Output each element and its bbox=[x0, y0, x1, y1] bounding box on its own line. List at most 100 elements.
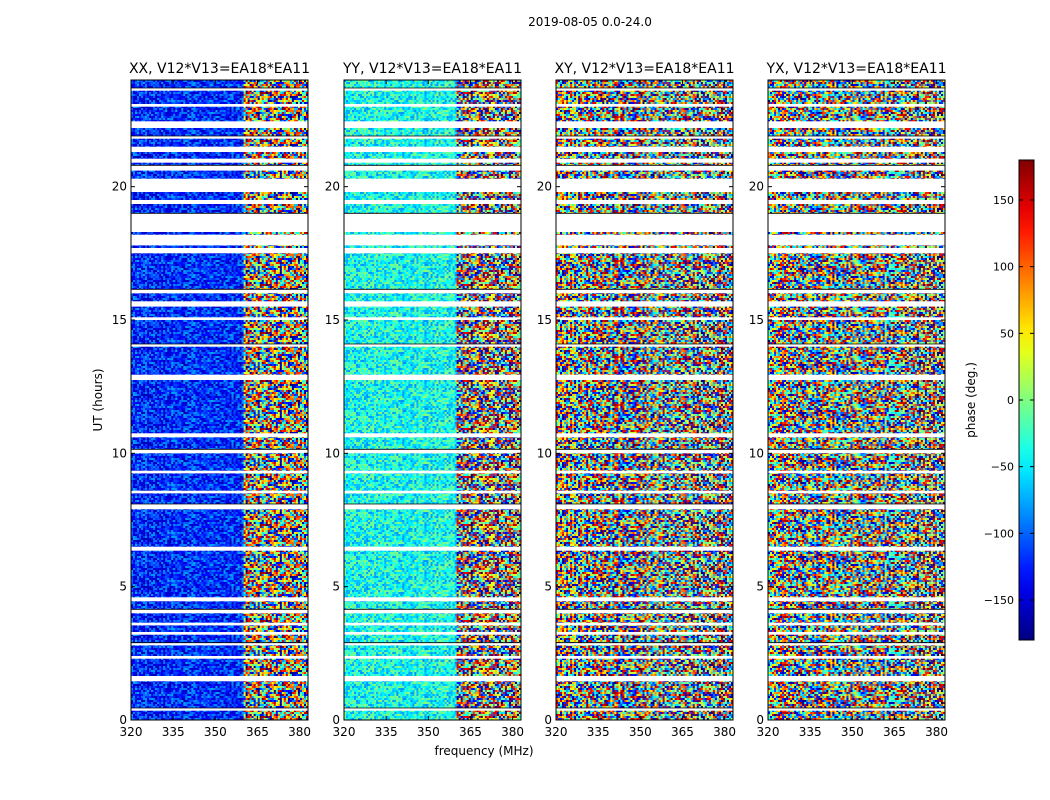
flagged-band bbox=[768, 504, 945, 510]
y-tick-label: 10 bbox=[749, 446, 764, 460]
panel-frame bbox=[555, 79, 734, 721]
flagged-band bbox=[344, 433, 521, 438]
flagged-band bbox=[768, 676, 945, 682]
flagged-band bbox=[556, 213, 733, 232]
panel-title: YY, V12*V13=EA18*EA11 bbox=[342, 61, 522, 77]
y-tick-label: 10 bbox=[537, 446, 552, 460]
x-tick-label: 365 bbox=[459, 725, 482, 739]
flagged-band bbox=[768, 200, 945, 204]
y-axis-label: UT (hours) bbox=[91, 368, 105, 431]
flagged-band bbox=[131, 104, 308, 107]
flagged-band bbox=[131, 433, 308, 438]
flagged-band bbox=[344, 289, 521, 294]
flagged-band bbox=[556, 546, 733, 551]
flagged-band bbox=[556, 504, 733, 510]
panel-frame bbox=[130, 79, 309, 721]
y-tick-label: 5 bbox=[544, 580, 552, 594]
flagged-band bbox=[556, 178, 733, 192]
flagged-band bbox=[768, 546, 945, 551]
flagged-band bbox=[768, 301, 945, 307]
flagged-band bbox=[344, 165, 521, 171]
flagged-band bbox=[131, 158, 308, 163]
flagged-band bbox=[344, 104, 521, 107]
x-tick-label: 320 bbox=[545, 725, 568, 739]
y-tick-label: 20 bbox=[537, 180, 552, 194]
x-tick-label: 380 bbox=[713, 725, 736, 739]
flagged-band bbox=[556, 289, 733, 294]
flagged-band bbox=[768, 433, 945, 438]
flagged-band bbox=[344, 490, 521, 494]
y-tick-label: 5 bbox=[756, 580, 764, 594]
panel-xy: XY, V12*V13=EA18*EA11 320 335 350 365 380 0 5 10… bbox=[537, 61, 736, 739]
x-tick-label: 380 bbox=[501, 725, 524, 739]
flagged-band bbox=[131, 178, 308, 192]
flagged-band bbox=[556, 344, 733, 347]
flagged-band bbox=[768, 234, 945, 246]
y-tick-label: 0 bbox=[544, 713, 552, 727]
x-tick-label: 380 bbox=[925, 725, 948, 739]
flagged-band bbox=[556, 136, 733, 139]
flagged-band bbox=[344, 136, 521, 139]
flagged-band bbox=[556, 449, 733, 454]
x-tick-label: 350 bbox=[841, 725, 864, 739]
flagged-band bbox=[556, 470, 733, 474]
flagged-band bbox=[131, 374, 308, 380]
flagged-band bbox=[344, 200, 521, 204]
flagged-band bbox=[556, 301, 733, 307]
flagged-band bbox=[556, 248, 733, 254]
flagged-band bbox=[768, 158, 945, 163]
flagged-band bbox=[768, 104, 945, 107]
y-tick-label: 10 bbox=[112, 446, 127, 460]
flagged-band bbox=[131, 234, 308, 246]
x-tick-label: 380 bbox=[288, 725, 311, 739]
flagged-band bbox=[344, 676, 521, 682]
panels: XX, V12*V13=EA18*EA11 320 335 350 365 380 0 5 10… bbox=[112, 61, 948, 739]
panel-xx: XX, V12*V13=EA18*EA11 320 335 350 365 380 0 5 10… bbox=[112, 61, 311, 739]
flagged-band bbox=[344, 213, 521, 232]
y-tick-label: 5 bbox=[119, 580, 127, 594]
x-tick-label: 320 bbox=[333, 725, 356, 739]
x-tick-label: 365 bbox=[671, 725, 694, 739]
flagged-band bbox=[556, 158, 733, 163]
flagged-band bbox=[556, 676, 733, 682]
flagged-band bbox=[556, 146, 733, 152]
flagged-band bbox=[131, 136, 308, 139]
flagged-band bbox=[344, 609, 521, 614]
flagged-band bbox=[768, 248, 945, 254]
flagged-band bbox=[768, 597, 945, 602]
flagged-band bbox=[556, 656, 733, 659]
flagged-band bbox=[768, 213, 945, 232]
flagged-band bbox=[768, 88, 945, 91]
panel-yy: YY, V12*V13=EA18*EA11 320 335 350 365 380 0 5 10… bbox=[325, 61, 524, 739]
flagged-band bbox=[131, 344, 308, 347]
flagged-band bbox=[768, 609, 945, 614]
flagged-band bbox=[556, 642, 733, 646]
flagged-band bbox=[344, 470, 521, 474]
flagged-band bbox=[131, 213, 308, 232]
panel-yx: YX, V12*V13=EA18*EA11 320 335 350 365 380 0 5 10… bbox=[749, 61, 948, 739]
y-tick-label: 15 bbox=[749, 313, 764, 327]
flagged-band bbox=[131, 146, 308, 152]
panel-frame bbox=[767, 79, 946, 721]
flagged-band bbox=[131, 609, 308, 614]
y-tick-label: 20 bbox=[325, 180, 340, 194]
flagged-band bbox=[131, 490, 308, 494]
flagged-band bbox=[768, 165, 945, 171]
flagged-band bbox=[131, 656, 308, 659]
flagged-band bbox=[768, 470, 945, 474]
flagged-band bbox=[768, 632, 945, 635]
flagged-band bbox=[556, 708, 733, 711]
flagged-band bbox=[344, 301, 521, 307]
x-tick-label: 335 bbox=[799, 725, 822, 739]
x-tick-label: 335 bbox=[587, 725, 610, 739]
flagged-band bbox=[131, 504, 308, 510]
flagged-band bbox=[344, 656, 521, 659]
flagged-band bbox=[556, 490, 733, 494]
flagged-band bbox=[131, 301, 308, 307]
panel-title: XY, V12*V13=EA18*EA11 bbox=[554, 61, 734, 77]
y-tick-label: 15 bbox=[112, 313, 127, 327]
flagged-band bbox=[131, 200, 308, 204]
flagged-band bbox=[768, 374, 945, 380]
flagged-band bbox=[131, 642, 308, 646]
flagged-band bbox=[556, 234, 733, 246]
